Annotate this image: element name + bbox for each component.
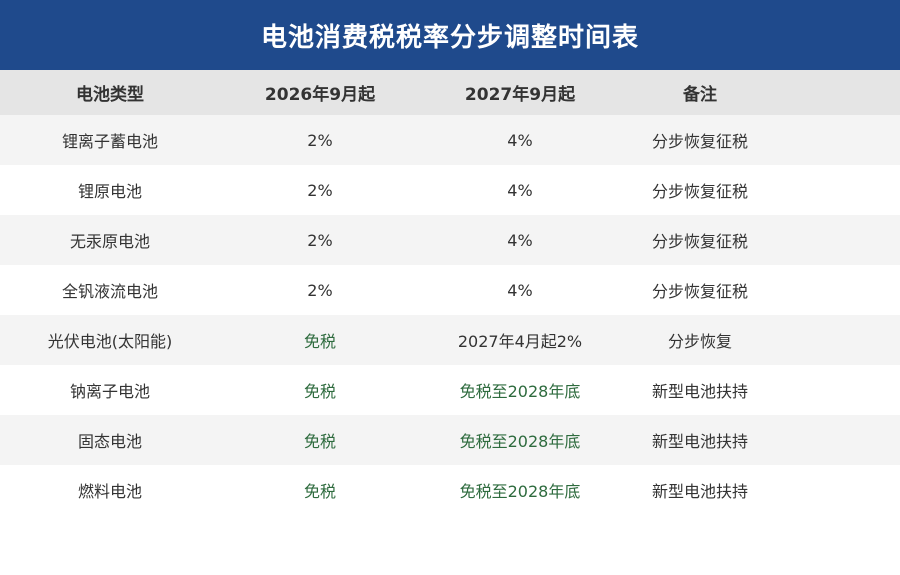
cell-spacer — [780, 415, 900, 465]
cell-rate-2026: 2% — [307, 230, 333, 250]
cell-note: 新型电池扶持 — [651, 382, 748, 401]
cell-note: 分步恢复征税 — [651, 132, 748, 151]
page-title: 电池消费税税率分步调整时间表 — [260, 22, 639, 53]
table-row: 固态电池 免税 免税至2028年底 新型电池扶持 — [0, 415, 900, 465]
table-row: 锂离子蓄电池 2% 4% 分步恢复征税 — [0, 115, 900, 165]
cell-note: 分步恢复征税 — [651, 282, 748, 301]
cell-rate-2027: 4% — [507, 280, 533, 300]
table-row: 光伏电池(太阳能) 免税 2027年4月起2% 分步恢复 — [0, 315, 900, 365]
cell-rate-2027: 免税至2028年底 — [459, 382, 581, 401]
cell-rate-2027: 免税至2028年底 — [459, 432, 581, 451]
cell-battery-type: 光伏电池(太阳能) — [47, 332, 173, 351]
cell-rate-2026: 免税 — [303, 332, 336, 351]
cell-spacer — [780, 315, 900, 365]
cell-rate-2027: 免税至2028年底 — [459, 482, 581, 501]
cell-battery-type: 固态电池 — [77, 432, 142, 451]
table-row: 无汞原电池 2% 4% 分步恢复征税 — [0, 215, 900, 265]
cell-battery-type: 全钒液流电池 — [61, 282, 158, 301]
tax-schedule-table: 电池类型 2026年9月起 2027年9月起 备注 锂离子蓄电池 2% 4% 分… — [0, 70, 900, 515]
page-title-bar: 电池消费税税率分步调整时间表 — [0, 0, 900, 70]
cell-rate-2026: 2% — [307, 280, 333, 300]
cell-spacer — [780, 365, 900, 415]
cell-note: 新型电池扶持 — [651, 432, 748, 451]
header-spacer — [780, 70, 900, 115]
cell-spacer — [780, 465, 900, 515]
cell-rate-2026: 2% — [307, 180, 333, 200]
header-rate-2027: 2027年9月起 — [464, 85, 576, 105]
header-rate-2026: 2026年9月起 — [264, 85, 376, 105]
header-battery-type: 电池类型 — [76, 85, 144, 105]
table-row: 锂原电池 2% 4% 分步恢复征税 — [0, 165, 900, 215]
cell-rate-2027: 4% — [507, 130, 533, 150]
cell-rate-2027: 2027年4月起2% — [457, 332, 583, 351]
cell-battery-type: 锂原电池 — [77, 182, 142, 201]
table-row: 钠离子电池 免税 免税至2028年底 新型电池扶持 — [0, 365, 900, 415]
tax-schedule-table-wrapper: 电池类型 2026年9月起 2027年9月起 备注 锂离子蓄电池 2% 4% 分… — [0, 70, 900, 515]
table-row: 燃料电池 免税 免税至2028年底 新型电池扶持 — [0, 465, 900, 515]
table-row: 全钒液流电池 2% 4% 分步恢复征税 — [0, 265, 900, 315]
cell-battery-type: 无汞原电池 — [69, 232, 150, 251]
cell-battery-type: 钠离子电池 — [69, 382, 150, 401]
cell-rate-2027: 4% — [507, 180, 533, 200]
cell-rate-2026: 免税 — [303, 432, 336, 451]
cell-note: 分步恢复 — [667, 332, 732, 351]
cell-rate-2026: 2% — [307, 130, 333, 150]
cell-spacer — [780, 215, 900, 265]
cell-note: 分步恢复征税 — [651, 232, 748, 251]
cell-rate-2026: 免税 — [303, 382, 336, 401]
table-header-row: 电池类型 2026年9月起 2027年9月起 备注 — [0, 70, 900, 115]
cell-spacer — [780, 165, 900, 215]
header-note: 备注 — [683, 85, 717, 105]
cell-rate-2027: 4% — [507, 230, 533, 250]
cell-note: 分步恢复征税 — [651, 182, 748, 201]
cell-battery-type: 锂离子蓄电池 — [61, 132, 158, 151]
cell-rate-2026: 免税 — [303, 482, 336, 501]
cell-note: 新型电池扶持 — [651, 482, 748, 501]
cell-spacer — [780, 265, 900, 315]
cell-spacer — [780, 115, 900, 165]
cell-battery-type: 燃料电池 — [77, 482, 142, 501]
